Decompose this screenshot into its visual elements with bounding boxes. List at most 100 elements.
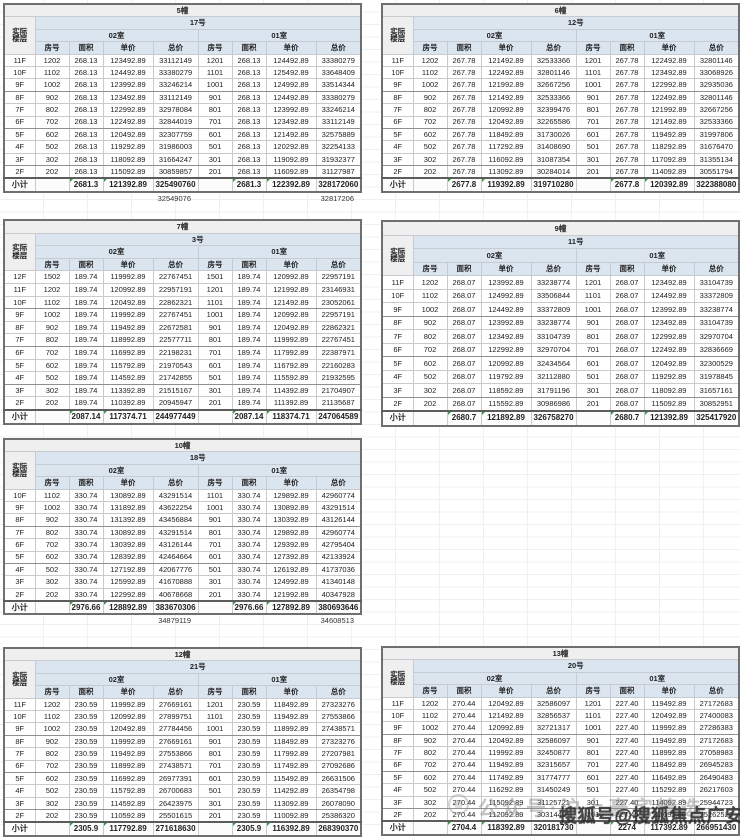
data-cell: 270.44 [446,808,482,822]
data-cell: 32307759 [152,127,199,142]
data-cell: 1001 [575,302,611,317]
data-cell: 31730026 [530,127,577,142]
column-header: 房号 [412,261,448,276]
room-02-header: 02室 [34,672,199,687]
table-row: 5F 602 230.59 116992.89 26977391 601 230.59 115… [3,771,362,786]
subtotal-row: 小计 2677.8 119392.89 319710280 2677.8 120392.8… [381,177,740,193]
column-header: 单价 [102,685,154,699]
subtotal-cell: 2680.7 [446,410,482,426]
data-cell: 189.74 [231,308,267,322]
subtotal-cell: 383670306 [152,600,199,615]
data-cell: 118492.89 [643,758,695,772]
data-cell: 1001 [575,78,611,92]
floor-label: 8F [381,90,414,105]
subtotal-label: 小计 [381,820,414,836]
floor-label: 9F [3,78,36,92]
data-cell: 230.59 [231,697,267,711]
unit-title: 18号 [34,451,362,465]
column-header: 房号 [197,41,233,55]
data-cell: 268.13 [68,53,104,67]
data-cell: 114092.89 [643,795,695,810]
price-table: 10幢 实际 楼层 18号 02室 01室 房号 面积 单价 总价 房号 面积 单价 总价 10F 1102 3… [3,438,362,616]
table-row: 5F 602 270.44 117492.89 31774777 601 227.40 116… [381,770,740,785]
data-cell: 125992.89 [102,575,154,589]
data-cell: 113092.89 [480,165,532,179]
data-cell: 1002 [412,78,448,92]
data-cell: 33238774 [530,275,577,290]
data-cell: 230.59 [231,709,267,724]
table-row: 6F 702 330.74 130392.89 43126144 701 330.74 129… [3,538,362,552]
price-table: 5幢 实际 楼层 17号 02室 01室 房号 面积 单价 总价 房号 面积 单价 总价 11F 1202 26… [3,3,362,193]
table-row: 8F 902 268.07 123992.89 33238774 901 268.07 123… [381,315,740,330]
data-cell: 119292.89 [102,140,154,154]
data-cell: 40678668 [152,587,199,602]
data-cell: 202 [412,396,448,412]
data-cell: 301 [575,383,611,398]
data-cell: 118592.89 [480,383,532,398]
data-cell: 801 [575,103,611,117]
data-cell: 802 [412,746,448,760]
data-cell: 1102 [412,65,448,80]
data-cell: 330.74 [231,587,267,602]
data-cell: 23146931 [315,282,362,297]
data-cell: 124492.89 [480,302,532,317]
data-cell: 120992.89 [102,709,154,724]
subtotal-label: 小计 [3,600,36,615]
data-cell: 202 [412,165,448,179]
data-cell: 32856537 [530,708,577,723]
data-cell: 115092.89 [480,795,532,810]
data-cell: 43126144 [152,538,199,552]
floor-header: 实际 楼层 [381,16,414,55]
table-row: 7F 802 230.59 119492.89 27553866 801 230.59 117… [3,747,362,761]
data-cell: 119492.89 [102,320,154,335]
data-cell: 1002 [34,78,70,92]
column-header: 单价 [643,684,695,698]
subtotal-cell: 2087.14 [231,408,267,424]
data-cell: 25944723 [693,795,740,810]
floor-label: 11F [3,53,36,67]
subtotal-cell: 320181730 [530,820,577,836]
data-cell: 119992.89 [102,697,154,711]
extra-subtotal-note: 32549076 [157,193,191,203]
data-cell: 268.07 [446,396,482,412]
data-cell: 122992.89 [643,329,695,344]
data-cell: 130392.89 [102,538,154,552]
data-cell: 227.40 [609,808,645,822]
data-cell: 330.74 [231,525,267,540]
data-cell: 27323276 [315,734,362,749]
data-cell: 21135687 [315,396,362,411]
data-cell: 120992.89 [102,282,154,297]
data-cell: 130892.89 [265,500,317,515]
data-cell: 27553866 [152,747,199,761]
data-cell: 30314401 [530,808,577,822]
data-cell: 268.13 [68,140,104,154]
data-cell: 268.07 [609,396,645,412]
data-cell: 267.78 [446,103,482,117]
data-cell: 30284014 [530,165,577,179]
data-cell: 127392.89 [265,550,317,564]
floor-label: 2F [3,809,36,823]
floor-label: 6F [381,115,414,129]
table-row: 7F 802 267.78 120992.89 32399476 801 267.78 121… [381,103,740,117]
floor-header-line2: 楼层 [390,254,406,264]
data-cell: 22767451 [152,270,199,284]
data-cell: 267.78 [446,127,482,142]
subtotal-cell: 119392.89 [480,177,532,193]
floor-label: 4F [3,371,36,385]
data-cell: 116092.89 [480,152,532,167]
data-cell: 902 [412,733,448,748]
data-cell: 1101 [575,288,611,303]
data-cell: 122992.89 [102,587,154,602]
floor-label: 11F [3,282,36,297]
room-02-header: 02室 [412,248,577,263]
data-cell: 27286383 [693,721,740,735]
data-cell: 114592.89 [102,371,154,385]
data-cell: 121992.89 [480,78,532,92]
column-header: 总价 [315,257,362,272]
data-cell: 120492.89 [102,127,154,142]
subtotal-cell: 127892.89 [265,600,317,615]
data-cell: 230.59 [231,809,267,823]
data-cell: 802 [412,103,448,117]
data-cell: 902 [34,320,70,335]
data-cell: 43291514 [152,525,199,540]
